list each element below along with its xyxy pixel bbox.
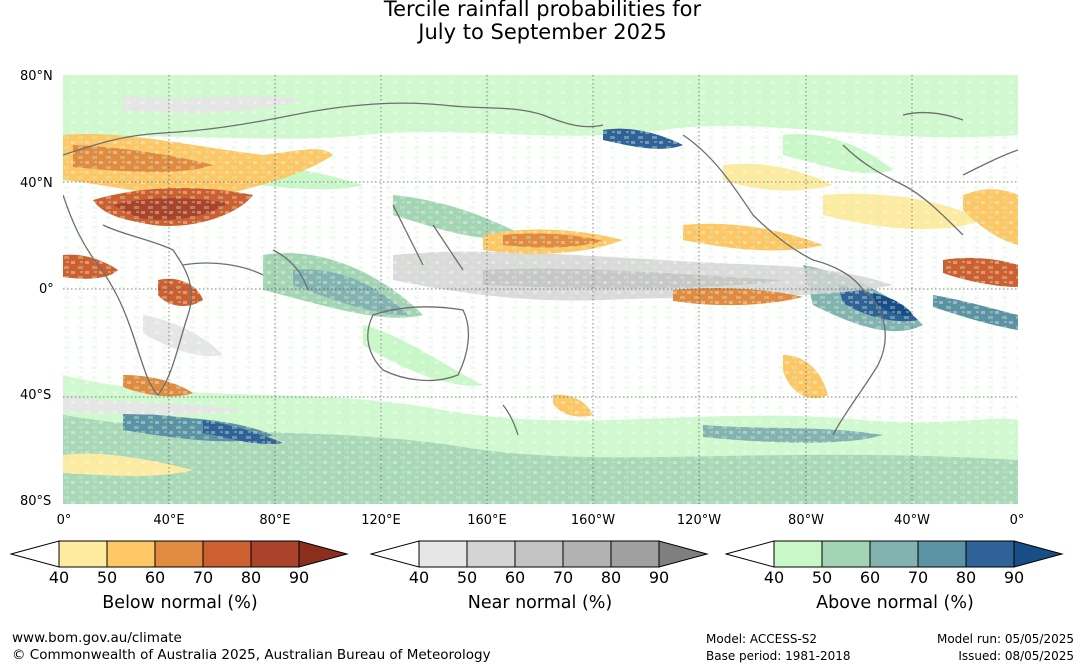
- colorbar-below-tick: 50: [96, 568, 118, 587]
- colorbar-arrow-high: [298, 540, 349, 568]
- colorbar-below-tick: 80: [240, 568, 262, 587]
- colorbar-segment: [250, 540, 300, 568]
- colorbar-above-tick: 60: [859, 568, 881, 587]
- coastlines: [63, 102, 1018, 436]
- footer-issued: Issued: 08/05/2025: [958, 649, 1074, 663]
- lat-label-80n: 80°N: [20, 69, 53, 84]
- colorbar-above-tick: 70: [907, 568, 929, 587]
- colorbar-segment: [418, 540, 468, 568]
- lon-label-160w: 160°W: [570, 513, 616, 528]
- graticule: [63, 75, 1018, 504]
- colorbar-segment: [466, 540, 516, 568]
- colorbar-segment: [773, 540, 823, 568]
- lon-label-120w: 120°W: [676, 513, 722, 528]
- colorbar-segment: [106, 540, 156, 568]
- lon-label-160e: 160°E: [467, 513, 507, 528]
- colorbar-near-tick: 50: [456, 568, 478, 587]
- footer-copyright: © Commonwealth of Australia 2025, Austra…: [12, 647, 491, 663]
- colorbar-arrow-low: [725, 540, 775, 568]
- colorbar-above-tick: 50: [811, 568, 833, 587]
- colorbar-segment: [562, 540, 612, 568]
- colorbar-below-normal: [10, 540, 349, 568]
- colorbar-near-tick: 60: [504, 568, 526, 587]
- rainfall-probability-map: [63, 75, 1018, 504]
- colorbar-above-normal: [725, 540, 1064, 568]
- colorbar-segment: [869, 540, 919, 568]
- lon-label-120e: 120°E: [361, 513, 401, 528]
- colorbar-below-tick: 40: [48, 568, 70, 587]
- lon-label-80e: 80°E: [259, 513, 291, 528]
- footer-model-run: Model run: 05/05/2025: [936, 632, 1074, 646]
- colorbar-near-normal: [370, 540, 709, 568]
- colorbar-near-title: Near normal (%): [467, 593, 613, 613]
- lon-label-0-end: 0°: [1009, 513, 1025, 528]
- lat-label-40s: 40°S: [20, 388, 52, 403]
- footer-base-period: Base period: 1981-2018: [706, 649, 851, 663]
- colorbar-below-tick: 60: [144, 568, 166, 587]
- colorbar-arrow-low: [10, 540, 60, 568]
- footer-model: Model: ACCESS-S2: [706, 632, 818, 646]
- colorbar-arrow-high: [658, 540, 709, 568]
- lat-label-equator: 0°: [39, 282, 54, 297]
- colorbar-below-title: Below normal (%): [102, 593, 258, 613]
- lat-label-80s: 80°S: [20, 494, 52, 509]
- lon-label-40e: 40°E: [153, 513, 185, 528]
- colorbar-near-tick: 40: [408, 568, 430, 587]
- colorbar-segment: [917, 540, 967, 568]
- colorbar-below-tick: 70: [192, 568, 214, 587]
- colorbar-segment: [965, 540, 1015, 568]
- colorbar-below-tick: 90: [288, 568, 310, 587]
- colorbar-arrow-high: [1013, 540, 1064, 568]
- colorbar-near-tick: 80: [600, 568, 622, 587]
- colorbar-near-tick: 70: [552, 568, 574, 587]
- colorbar-above-title: Above normal (%): [816, 593, 974, 613]
- lon-label-40w: 40°W: [894, 513, 930, 528]
- colorbar-segment: [154, 540, 204, 568]
- colorbar-arrow-low: [370, 540, 420, 568]
- colorbar-above-tick: 90: [1003, 568, 1025, 587]
- lat-label-40n: 40°N: [20, 176, 53, 191]
- lon-label-80w: 80°W: [788, 513, 824, 528]
- colorbar-segment: [202, 540, 252, 568]
- colorbar-above-tick: 80: [955, 568, 977, 587]
- probability-fields: [63, 75, 1018, 504]
- colorbar-segment: [514, 540, 564, 568]
- colorbar-segment: [58, 540, 108, 568]
- colorbar-above-tick: 40: [763, 568, 785, 587]
- lon-label-0: 0°: [56, 513, 72, 528]
- footer-website: www.bom.gov.au/climate: [12, 630, 182, 646]
- chart-title-line-2: July to September 2025: [418, 20, 667, 44]
- colorbar-near-tick: 90: [648, 568, 670, 587]
- chart-title-line-1: Tercile rainfall probabilities for: [383, 0, 702, 21]
- map-canvas: [63, 75, 1018, 504]
- colorbar-segment: [821, 540, 871, 568]
- colorbar-segment: [610, 540, 660, 568]
